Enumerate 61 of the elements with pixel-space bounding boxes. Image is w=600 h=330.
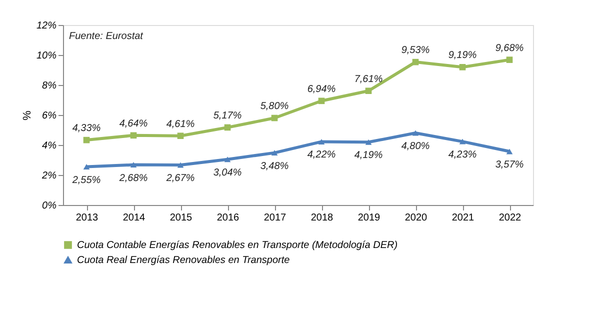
point [318,98,325,104]
data-label: 4,61% [166,118,195,130]
x-tick-label: 2014 [122,212,146,224]
data-label: 2,67% [165,172,195,184]
point [412,130,419,136]
data-label: 4,33% [72,123,101,134]
x-tick-label: 2021 [452,212,475,224]
legend-label: Cuota Contable Energías Renovables en Transporte (Metodología DER) [77,240,398,251]
point [271,114,278,122]
point [224,156,231,162]
point [83,136,90,144]
x-tick-label: 2015 [170,212,193,224]
data-label: 4,22% [307,150,336,161]
point [459,138,466,144]
x-tick-label: 2013 [76,212,99,224]
point [365,88,372,94]
y-tick-label: 10% [36,50,57,62]
point [506,148,513,154]
point [224,124,231,131]
point [412,58,419,66]
y-tick-label: 6% [42,110,57,122]
data-label: 6,94% [307,84,336,95]
legend-label: Cuota Real Energías Renovables en Transporte [77,255,290,266]
y-tick-label: 4% [42,140,57,152]
x-tick-label: 2022 [498,212,522,224]
data-label: 5,17% [213,110,242,122]
point [177,132,184,140]
data-label: 3,04% [213,167,242,178]
point [130,162,137,168]
data-label: 3,57% [495,159,524,170]
point [365,139,372,145]
y-tick-label: 2% [41,170,57,182]
x-tick-label: 2016 [216,212,240,224]
data-label: 4,23% [448,150,477,161]
point [459,64,466,70]
y-tick-label: 12% [36,20,57,32]
data-label: 2,55% [71,174,101,186]
data-label: 4,64% [119,118,148,130]
point [83,164,90,170]
point [130,132,137,139]
y-tick-label: 0% [42,200,57,212]
data-label: 5,80% [260,101,289,112]
x-tick-label: 2018 [310,212,334,224]
data-label: 4,19% [354,150,383,162]
data-label: 7,61% [354,74,383,85]
data-label: 4,80% [401,141,430,152]
x-tick-label: 2020 [404,212,428,224]
x-tick-label: 2017 [264,212,287,224]
point [177,162,184,168]
point [271,150,278,156]
data-label: 3,48% [260,160,289,172]
data-label: 9,19% [448,50,477,62]
x-tick-label: 2019 [358,212,381,224]
data-label: 2,68% [118,172,148,184]
annotation: Fuente: Eurostat [69,31,144,42]
point [506,56,513,63]
data-label: 9,68% [495,42,524,54]
point [318,138,325,144]
data-label: 9,53% [401,45,430,56]
y-axis-title: % [21,110,34,120]
y-tick-label: 8% [42,80,57,92]
